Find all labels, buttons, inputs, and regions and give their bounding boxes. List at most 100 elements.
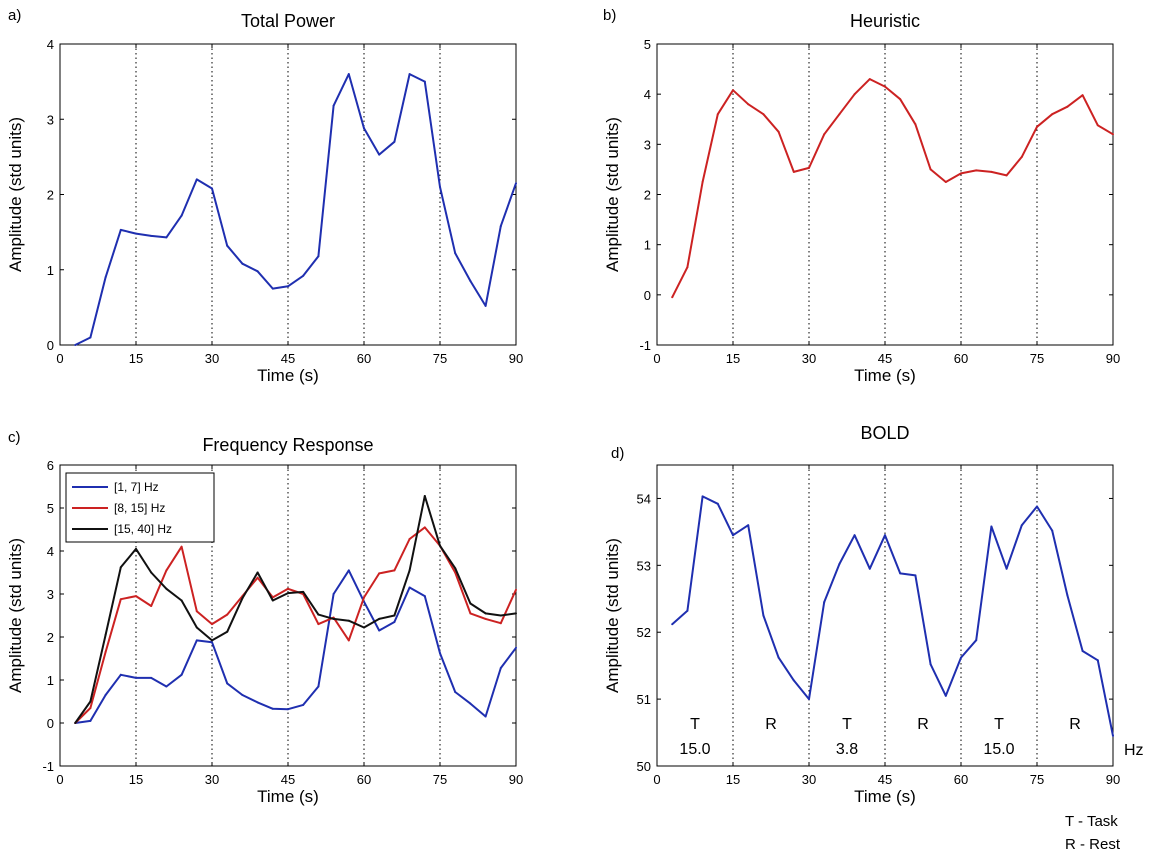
data-point	[686, 266, 689, 269]
panel-a-total-power: a) Total Power 0 15 30 45 60 75 90 0 1 2 3 4 Time (s) A…	[6, 7, 523, 385]
data-point	[686, 609, 689, 612]
data-point	[119, 228, 122, 231]
x-tick-label: 75	[1030, 351, 1044, 366]
x-tick-label: 75	[433, 772, 447, 787]
data-point	[884, 534, 886, 537]
data-point	[1005, 174, 1008, 177]
data-point	[408, 586, 411, 589]
panel-letter: d)	[611, 445, 624, 462]
data-point	[135, 595, 137, 598]
data-point	[469, 702, 472, 705]
x-axis-label: Time (s)	[257, 366, 319, 385]
data-point	[484, 304, 487, 307]
data-point	[515, 182, 517, 185]
data-point	[317, 613, 320, 616]
data-point	[792, 170, 795, 173]
data-point	[868, 567, 871, 570]
data-point	[762, 113, 765, 116]
data-point	[302, 703, 305, 706]
y-tick-label: 3	[47, 112, 54, 127]
data-point	[347, 569, 350, 572]
y-tick-label: 5	[47, 501, 54, 516]
x-tick-label: 90	[1106, 351, 1120, 366]
legend-entry: [15, 40] Hz	[114, 522, 172, 536]
y-tick-label: 2	[47, 630, 54, 645]
chart-title: BOLD	[860, 423, 909, 443]
data-point	[515, 588, 517, 591]
data-point	[408, 538, 411, 540]
y-tick-label: 52	[637, 625, 651, 640]
data-point	[990, 170, 993, 173]
data-point	[701, 495, 704, 498]
y-tick-label: 2	[644, 188, 651, 203]
block-label: T	[994, 716, 1004, 733]
x-tick-label: 15	[726, 772, 740, 787]
data-point	[226, 613, 229, 616]
y-tick-label: 0	[47, 338, 54, 353]
chart-title: Total Power	[241, 11, 335, 31]
legend-note-rest: R - Rest	[1065, 836, 1121, 853]
data-point	[515, 612, 517, 615]
data-point	[165, 587, 168, 590]
y-tick-label: -1	[639, 338, 651, 353]
y-tick-label: 2	[47, 188, 54, 203]
data-point	[1051, 529, 1054, 532]
panel-d-bold: d) BOLD 0 15 30 45 60 75 90 50 51 52 53 54 Time (s) Amp…	[603, 423, 1144, 806]
series-line-1	[75, 569, 517, 724]
series-line-1	[74, 73, 517, 346]
block-label: T	[690, 716, 700, 733]
y-tick-label: 1	[47, 263, 54, 278]
block-label: T	[842, 716, 852, 733]
data-point	[150, 676, 153, 679]
data-point	[439, 186, 441, 188]
block-frequency: 15.0	[983, 741, 1014, 758]
data-point	[271, 287, 274, 290]
y-tick-label: 3	[644, 137, 651, 152]
data-point	[317, 685, 320, 688]
data-point	[423, 80, 426, 83]
data-point	[241, 694, 244, 696]
x-tick-label: 45	[878, 351, 892, 366]
data-point	[135, 676, 137, 679]
x-tick-label: 15	[129, 772, 143, 787]
data-point	[393, 614, 396, 617]
data-point	[89, 700, 92, 703]
x-tick-label: 15	[726, 351, 740, 366]
data-point	[241, 597, 244, 600]
data-point	[104, 694, 107, 696]
data-point	[423, 526, 426, 529]
data-point	[808, 698, 810, 701]
data-point	[1020, 524, 1023, 527]
data-point	[975, 169, 978, 172]
data-point	[1096, 124, 1099, 127]
data-point	[1051, 113, 1054, 116]
data-point	[960, 656, 962, 659]
y-tick-label: 4	[644, 87, 651, 102]
panel-letter: a)	[8, 7, 21, 24]
data-point	[454, 571, 457, 574]
data-point	[317, 255, 320, 258]
data-point	[838, 563, 841, 565]
data-point	[1066, 594, 1069, 597]
data-point	[378, 629, 381, 632]
data-point	[378, 153, 381, 156]
data-point	[792, 679, 795, 682]
y-tick-label: 3	[47, 587, 54, 602]
y-tick-label: 50	[637, 759, 651, 774]
data-point	[408, 569, 411, 572]
data-point	[363, 626, 365, 629]
data-point	[823, 133, 826, 136]
data-point	[960, 172, 962, 175]
data-point	[1036, 505, 1038, 508]
data-point	[671, 623, 674, 626]
data-point	[135, 232, 137, 235]
data-point	[180, 599, 183, 602]
legend-entry: [8, 15] Hz	[114, 501, 165, 515]
x-tick-label: 60	[357, 772, 371, 787]
data-point	[347, 73, 350, 76]
data-point	[180, 214, 183, 217]
x-tick-label: 75	[1030, 772, 1044, 787]
data-point	[287, 285, 289, 288]
data-point	[747, 524, 750, 527]
